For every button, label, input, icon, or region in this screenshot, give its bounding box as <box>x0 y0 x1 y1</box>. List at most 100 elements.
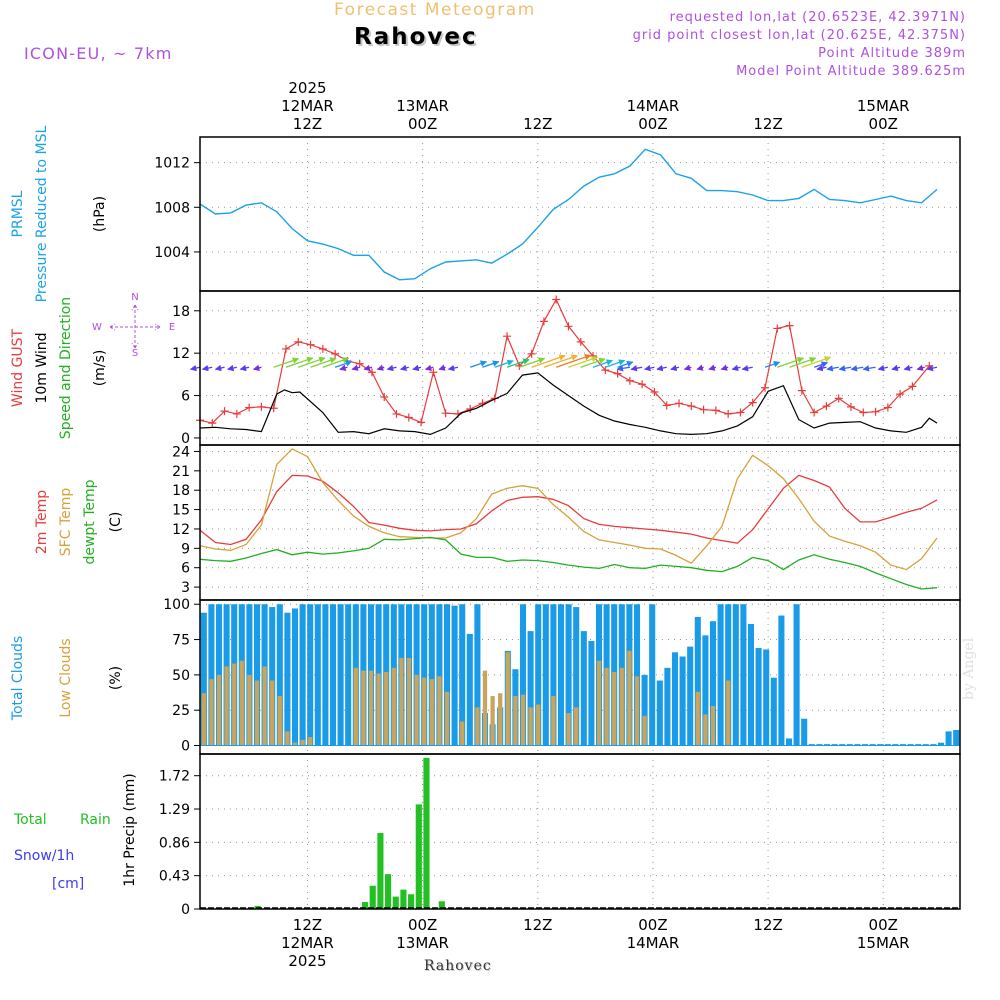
y-tick-label: 0 <box>181 902 190 918</box>
gust-marker <box>257 402 266 411</box>
y-axis-label-total: Total <box>13 812 47 828</box>
y-tick-label: 50 <box>172 668 190 684</box>
gust-marker <box>896 390 905 399</box>
gust-marker <box>625 376 634 385</box>
low-cloud-bar <box>429 679 434 746</box>
time-label-top: 2025 <box>288 79 326 97</box>
gust-marker <box>441 409 450 418</box>
total-cloud-bar <box>831 744 838 746</box>
low-cloud-bar <box>490 696 495 746</box>
low-cloud-bar <box>216 674 222 746</box>
wind-arrow <box>351 364 360 371</box>
low-cloud-bar <box>414 674 419 746</box>
gust-marker <box>503 332 512 341</box>
total-cloud-bar <box>755 648 762 746</box>
total-cloud-bar <box>322 604 329 746</box>
low-cloud-bar <box>498 693 503 746</box>
low-cloud-bar <box>437 676 442 746</box>
y-tick-label: 1004 <box>154 245 190 261</box>
low-cloud-bar <box>285 731 290 746</box>
y-axis-unit: (m/s) <box>92 350 108 387</box>
y-axis-label-rain: Rain <box>80 812 111 828</box>
total-cloud-bar <box>808 744 815 746</box>
wind-arrow <box>850 365 864 372</box>
gust-marker <box>331 349 340 358</box>
wind-arrow <box>363 364 373 372</box>
rain-bar <box>361 902 369 909</box>
location-title: Rahovec <box>354 24 478 50</box>
y-tick-label: 100 <box>163 597 190 613</box>
grid-point-coords: grid point closest lon,lat (20.625E, 42.… <box>632 28 966 43</box>
gust-marker <box>748 398 757 407</box>
total-cloud-bar <box>314 604 321 746</box>
total-cloud-bar <box>687 646 694 746</box>
compass-north: N <box>131 292 138 303</box>
wind-arrow <box>470 360 488 368</box>
total-cloud-bar <box>816 744 823 746</box>
low-cloud-bar <box>391 667 396 746</box>
gust-marker <box>355 359 364 368</box>
total-cloud-bar <box>937 742 945 746</box>
low-cloud-bar <box>695 691 700 746</box>
gust-marker <box>576 337 585 346</box>
gust-marker <box>539 317 548 326</box>
low-cloud-bar <box>703 714 708 746</box>
total-cloud-bar <box>747 624 755 746</box>
total-cloud-bar <box>307 604 314 746</box>
y-tick-label: 0.86 <box>159 835 190 851</box>
time-label-top: 12Z <box>523 115 552 133</box>
wind-arrow <box>720 364 729 371</box>
gust-marker <box>318 344 327 353</box>
total-cloud-bar <box>466 633 473 746</box>
gust-marker <box>785 321 794 330</box>
time-label-top: 15MAR <box>857 97 910 115</box>
total-cloud-bar <box>725 604 732 746</box>
low-cloud-bar <box>376 673 381 746</box>
wind-arrow <box>227 364 237 372</box>
total-cloud-bar <box>930 744 937 746</box>
total-cloud-bar <box>785 738 793 746</box>
pressure-line <box>199 148 938 281</box>
time-label-bottom: 12Z <box>753 916 782 934</box>
total-cloud-bar <box>428 604 435 746</box>
y-tick-label: 18 <box>172 483 190 499</box>
gust-marker <box>306 340 315 349</box>
wind-arrow <box>298 356 326 368</box>
wind-arrow <box>708 364 717 371</box>
wind-arrow <box>214 364 225 372</box>
gust-marker <box>601 366 610 375</box>
rain-bar <box>392 896 399 909</box>
total-cloud-bar <box>823 744 831 746</box>
wind-arrow <box>741 365 753 372</box>
total-cloud-bar <box>542 604 549 746</box>
total-cloud-bar <box>527 631 534 746</box>
gust-marker <box>232 409 241 418</box>
low-cloud-bar <box>482 670 488 746</box>
total-cloud-bar <box>550 604 557 746</box>
time-label-bottom: 13MAR <box>396 934 449 952</box>
low-cloud-bar <box>270 680 275 746</box>
wind-arrow <box>201 364 213 372</box>
total-cloud-bar <box>276 604 283 746</box>
gust-marker <box>883 403 892 412</box>
total-cloud-bar <box>337 604 344 746</box>
compass-east: E <box>169 322 175 333</box>
low-cloud-bar <box>612 672 617 746</box>
time-label-top: 12Z <box>753 115 782 133</box>
y-tick-label: 1.72 <box>159 769 190 785</box>
gust-marker <box>724 409 733 418</box>
gust-marker <box>761 383 770 392</box>
wind-arrow <box>399 364 409 372</box>
y-axis-label-snow: Snow/1h <box>14 848 74 864</box>
wind-arrow <box>877 364 888 372</box>
chart-title: Forecast Meteogram <box>334 0 536 20</box>
total-cloud-bar <box>291 608 299 746</box>
wind-arrow <box>252 364 262 372</box>
gust-line <box>199 298 930 424</box>
total-cloud-bar <box>793 604 800 746</box>
wind-arrow <box>239 364 250 372</box>
wind-arrow <box>543 354 579 368</box>
wind-arrow <box>322 357 350 368</box>
y-axis-label-2m-temp: 2m Temp <box>34 490 50 554</box>
